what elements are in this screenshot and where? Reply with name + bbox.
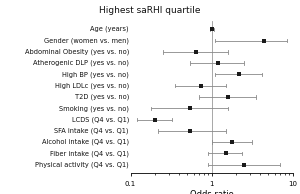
X-axis label: Odds ratio: Odds ratio	[190, 190, 233, 194]
Text: Alcohol intake (Q4 vs. Q1): Alcohol intake (Q4 vs. Q1)	[42, 139, 129, 146]
Text: Fiber intake (Q4 vs. Q1): Fiber intake (Q4 vs. Q1)	[50, 150, 129, 157]
Text: Physical activity (Q4 vs. Q1): Physical activity (Q4 vs. Q1)	[35, 162, 129, 168]
Text: Atherogenic DLP (yes vs. no): Atherogenic DLP (yes vs. no)	[33, 60, 129, 66]
Text: T2D (yes vs. no): T2D (yes vs. no)	[74, 94, 129, 100]
Text: Smoking (yes vs. no): Smoking (yes vs. no)	[59, 105, 129, 112]
Text: High BP (yes vs. no): High BP (yes vs. no)	[62, 71, 129, 78]
Text: Age (years): Age (years)	[90, 26, 129, 32]
Text: High LDLc (yes vs. no): High LDLc (yes vs. no)	[55, 82, 129, 89]
Text: Gender (women vs. men): Gender (women vs. men)	[44, 37, 129, 44]
Text: Abdominal Obesity (yes vs. no): Abdominal Obesity (yes vs. no)	[25, 48, 129, 55]
Text: LCDS (Q4 vs. Q1): LCDS (Q4 vs. Q1)	[71, 116, 129, 123]
Text: SFA intake (Q4 vs. Q1): SFA intake (Q4 vs. Q1)	[54, 128, 129, 134]
Text: Highest saRHI quartile: Highest saRHI quartile	[99, 6, 201, 15]
